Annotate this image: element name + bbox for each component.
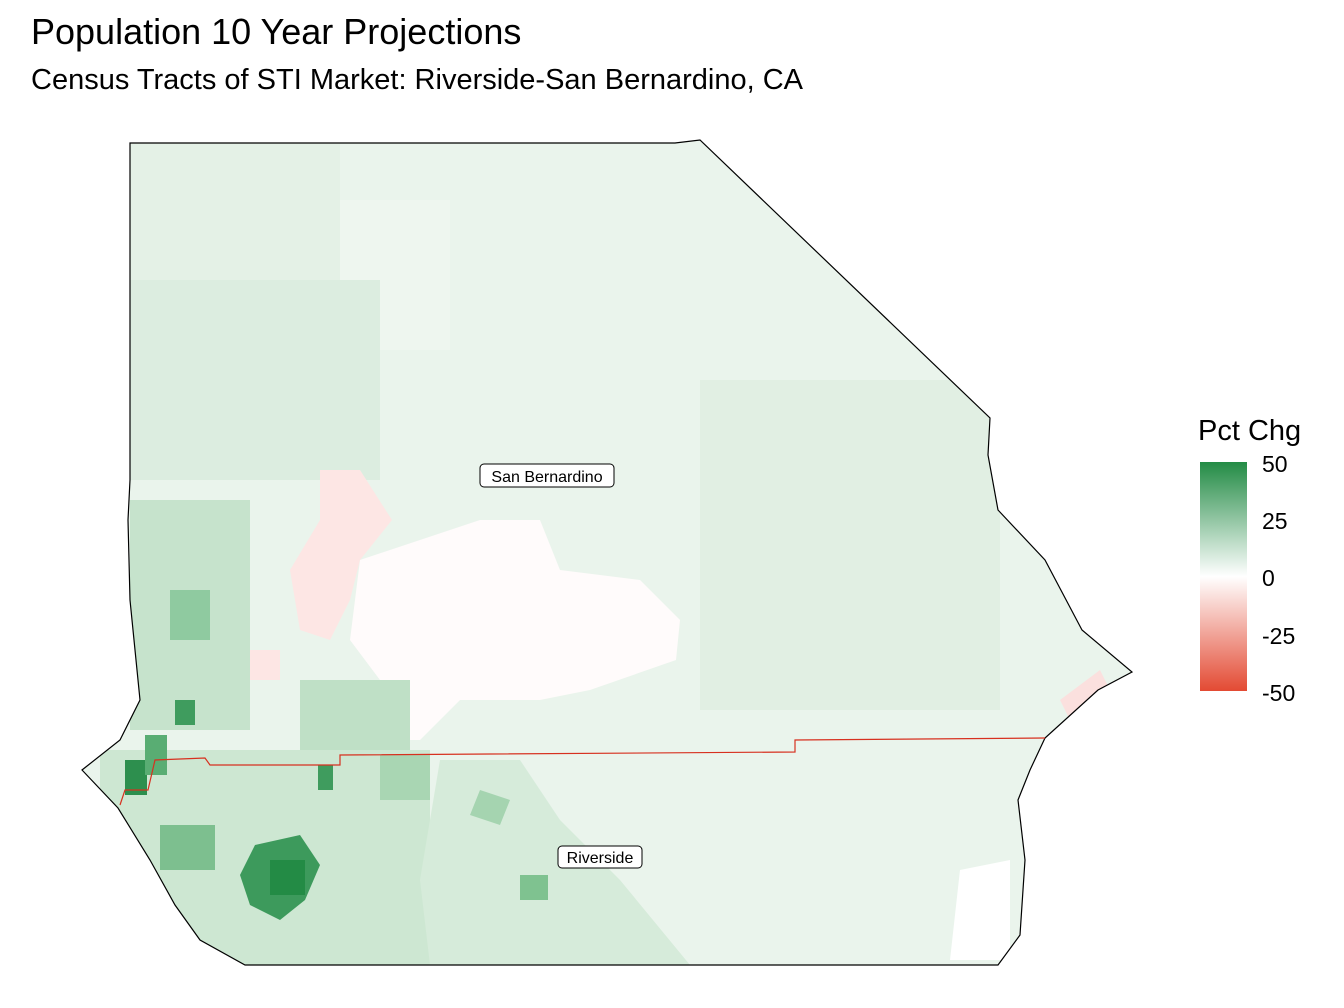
tract-riverside-hot-1 — [125, 760, 147, 795]
tract-riverside-hot-3 — [160, 825, 215, 870]
svg-text:San Bernardino: San Bernardino — [491, 469, 602, 486]
legend-tick-25: 25 — [1262, 508, 1288, 534]
tract-growth-west-3 — [300, 680, 410, 760]
legend-color-bar — [1200, 462, 1247, 691]
tract-decline-1 — [290, 470, 392, 640]
county-label-san-bernardino: San Bernardino — [479, 463, 615, 488]
tract-riverside-hot-2 — [145, 735, 167, 775]
tract-fills — [82, 140, 1132, 965]
tract-growth-west-4 — [175, 700, 195, 725]
tract-region-victor — [130, 280, 380, 480]
tract-decline-4 — [1060, 670, 1110, 720]
county-label-riverside: Riverside — [557, 845, 643, 869]
tract-coachella-2 — [470, 790, 510, 825]
tract-coachella-3 — [520, 875, 548, 900]
map-subtitle: Census Tracts of STI Market: Riverside-S… — [31, 64, 804, 96]
tract-riverside-hot-5 — [270, 860, 305, 895]
tract-riverside-hot-6 — [318, 765, 333, 790]
county-boundary-line — [119, 737, 1046, 806]
legend-title: Pct Chg — [1198, 415, 1302, 447]
svg-text:Riverside: Riverside — [567, 850, 634, 867]
tract-east-flat — [950, 860, 1010, 960]
tract-riverside-hot-7 — [380, 755, 430, 800]
map-title: Population 10 Year Projections — [31, 11, 522, 52]
legend-tick-50: 50 — [1262, 451, 1288, 477]
tract-growth-west-2 — [170, 590, 210, 640]
tract-region-east — [700, 380, 1000, 710]
legend-tick-neg50: -50 — [1262, 680, 1296, 706]
tract-flat-central — [350, 520, 680, 740]
legend-tick-neg25: -25 — [1262, 623, 1296, 649]
legend-tick-0: 0 — [1262, 565, 1275, 591]
